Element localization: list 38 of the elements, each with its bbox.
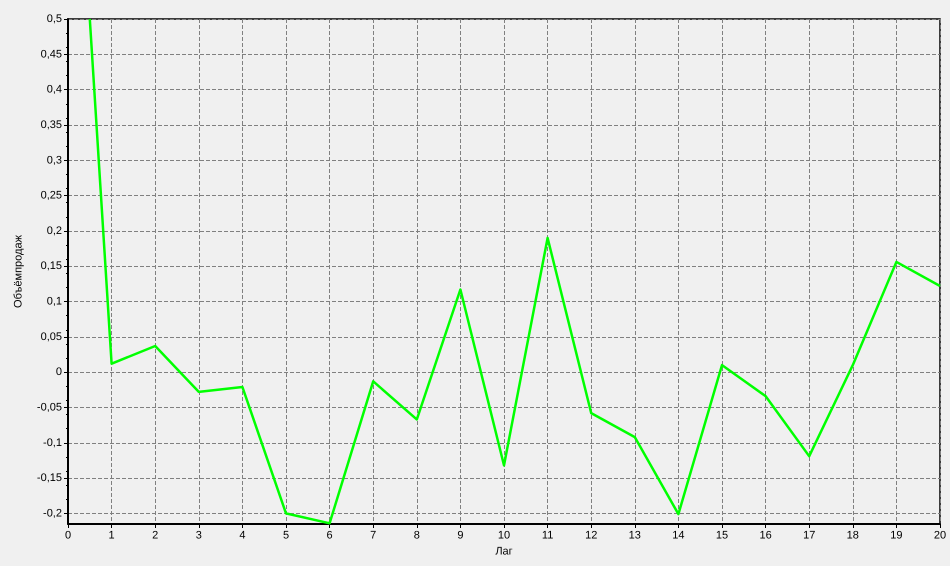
x-tick-label: 7 xyxy=(370,530,376,542)
x-tick-label: 10 xyxy=(498,530,510,542)
x-tick-label: 0 xyxy=(64,530,72,542)
y-tick-label: 0 xyxy=(56,366,62,378)
x-tick-label: 2 xyxy=(152,530,158,542)
x-tick-label: 18 xyxy=(846,530,859,542)
x-axis-title: Лаг xyxy=(495,546,513,558)
y-tick-label: 0,5 xyxy=(46,13,62,25)
x-tick-label: 8 xyxy=(414,530,420,542)
x-tick-label: 14 xyxy=(672,530,685,542)
y-axis-title: Объёмпродаж xyxy=(12,234,24,308)
x-tick-label: 12 xyxy=(585,530,598,542)
y-tick-label: -0,2 xyxy=(43,507,62,520)
x-tick-label: 3 xyxy=(196,530,202,542)
y-tick-label: 0,45 xyxy=(40,48,62,60)
y-tick-label: -0,15 xyxy=(36,472,62,484)
y-tick-label: 0,2 xyxy=(46,224,62,237)
y-tick-label: -0,05 xyxy=(36,401,62,414)
y-tick-label: -0,1 xyxy=(43,436,62,449)
x-tick-label: 13 xyxy=(628,530,641,542)
y-tick-label: 0,25 xyxy=(40,190,62,202)
x-tick-label: 5 xyxy=(282,530,290,542)
x-tick-label: 17 xyxy=(803,530,816,542)
y-tick-label: 0,3 xyxy=(46,154,62,166)
y-tick-label: 0,1 xyxy=(46,296,62,308)
y-tick-label: 0,35 xyxy=(40,118,62,131)
y-tick-label: 0,15 xyxy=(40,260,62,272)
y-tick-label: 0,4 xyxy=(46,84,62,96)
x-tick-label: 6 xyxy=(326,530,333,542)
x-tick-label: 15 xyxy=(716,530,728,542)
x-tick-label: 11 xyxy=(542,530,554,542)
x-tick-label: 4 xyxy=(239,530,246,542)
x-tick-label: 20 xyxy=(934,530,946,542)
x-tick-label: 9 xyxy=(457,530,464,542)
x-tick-label: 1 xyxy=(108,530,115,542)
x-tick-label: 16 xyxy=(759,530,772,542)
y-tick-label: 0,05 xyxy=(40,330,62,343)
x-tick-label: 19 xyxy=(890,530,903,542)
